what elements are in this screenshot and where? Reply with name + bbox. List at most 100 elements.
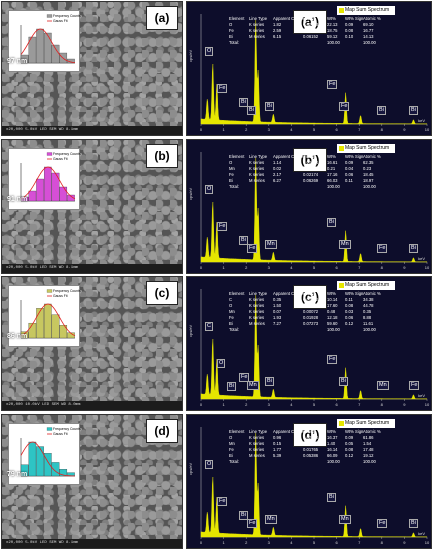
- peak-label: Mn: [265, 239, 277, 249]
- table-cell: 0.12: [345, 321, 354, 326]
- hist-bar: [59, 325, 68, 339]
- table-cell: 100.00: [363, 183, 376, 189]
- table-cell: 0.00072: [303, 309, 319, 314]
- x-tick-label: 5: [313, 265, 316, 270]
- table-row: Total: 100.00 100.00: [229, 459, 383, 465]
- table-cell: 0.03: [345, 309, 354, 314]
- table-cell: 18.97: [363, 177, 374, 183]
- x-tick-label: 4: [290, 540, 293, 545]
- table-cell: 0.00025: [303, 165, 319, 171]
- hist-bar: [20, 464, 29, 476]
- table-cell: 0.06269: [303, 177, 319, 183]
- x-tick-label: 4: [290, 127, 293, 132]
- table-cell: 18.75: [327, 28, 338, 33]
- panel-label: (b): [146, 143, 178, 168]
- panel-label: (b’): [293, 147, 327, 172]
- table-cell: 0.01928: [303, 315, 319, 320]
- table-row: Fe K series 2.59 0.02585 18.75 0.08 16.77: [229, 28, 383, 34]
- mean-size-label: 97 nm: [7, 58, 28, 65]
- table-cell: 0.02585: [303, 28, 319, 33]
- legend-label: Frequency Counts: [53, 14, 81, 18]
- table-cell: Total:: [229, 458, 240, 464]
- legend-swatch: [46, 289, 53, 293]
- header-cell: Element: [229, 291, 245, 296]
- table-cell: 8.88: [363, 315, 372, 320]
- table-cell: 7.27: [273, 321, 282, 326]
- x-tick-label: 0: [200, 402, 203, 407]
- header-cell: Apparent Concentration: [273, 291, 303, 296]
- x-tick-label: 0: [200, 127, 203, 132]
- table-cell: 100.00: [363, 458, 376, 464]
- table-cell: 16.14: [327, 446, 338, 452]
- x-tick-label: 5: [313, 540, 316, 545]
- table-cell: C: [229, 297, 233, 302]
- header-cell: Wt%: [327, 428, 336, 434]
- hist-bar: [28, 441, 37, 476]
- peak-label: Bi: [409, 518, 418, 528]
- x-tick-label: 7: [358, 265, 361, 270]
- table-cell: 0.96: [273, 434, 282, 440]
- peak-label: Fe: [327, 80, 338, 89]
- header-cell: Atomic %: [363, 291, 381, 296]
- table-cell: [303, 184, 327, 190]
- legend-label: Gauss Fit: [53, 432, 68, 436]
- table-cell: [273, 459, 303, 465]
- figure-row: x20,000 5.0kV LED SEM WD 8.1mm Frequency …: [0, 138, 433, 275]
- table-cell: 0.08: [345, 446, 354, 452]
- table-cell: 0.00384: [303, 159, 319, 165]
- x-tick-label: 9: [403, 540, 406, 545]
- sem-info-bar: x20,000 5.0kV LED SEM WD 8.1mm: [2, 263, 182, 273]
- header-cell: Element: [229, 153, 245, 159]
- table-cell: 0.06152: [303, 34, 319, 39]
- table-cell: 0.07273: [303, 321, 319, 326]
- quantification-table: Element Line Type Apparent Concentrationk …: [229, 154, 383, 190]
- peak-label: Fe: [247, 518, 258, 528]
- header-cell: Wt% Sigma: [345, 16, 363, 21]
- table-cell: 59.12: [327, 34, 338, 39]
- table-cell: [273, 327, 303, 333]
- table-cell: 44.78: [363, 303, 374, 308]
- hist-bar: [20, 331, 29, 339]
- figure-row: x20,000 5.0kV LED SEM WD 8.1mm Frequency …: [0, 413, 433, 550]
- peak-label: Mn: [339, 514, 351, 524]
- table-cell: 0.06: [345, 315, 354, 320]
- table-cell: 34.38: [363, 297, 374, 302]
- x-unit: keV: [418, 531, 425, 536]
- table-cell: 66.03: [327, 177, 338, 183]
- sem-info-bar: x20,000 5.0kV LED SEM WD 8.1mm: [2, 126, 182, 135]
- eds-spectrum: 0 1 2 3 4 5 6 7 8 9 10 keV cps/eV Map Sum Spectrum (d’…: [186, 413, 432, 549]
- x-tick-label: 8: [381, 402, 384, 407]
- header-cell: Line Type: [249, 291, 268, 296]
- table-row: Bi M series 6.15 0.06152 59.12 0.10 14.13: [229, 34, 383, 40]
- mean-size-label: 86 nm: [7, 333, 28, 340]
- sem-info-bar: x20,000 5.0kV LED SEM WD 8.1mm: [2, 538, 182, 548]
- table-cell: K series: [249, 303, 265, 308]
- table-row: Fe K series 2.17 0.02174 17.16 0.06 18.45: [229, 172, 383, 178]
- x-tick-label: 6: [335, 265, 338, 270]
- panel-label: (a’): [293, 10, 327, 34]
- table-cell: [345, 184, 363, 190]
- y-unit: cps/eV: [188, 462, 193, 475]
- header-cell: Line Type: [249, 153, 268, 159]
- table-cell: 0.09: [345, 159, 354, 165]
- table-cell: [303, 327, 327, 333]
- x-tick-label: 2: [245, 127, 248, 132]
- table-cell: K series: [249, 22, 265, 27]
- table-cell: 6.27: [273, 177, 282, 183]
- table-row: Mn K series 0.07 0.00072 0.48 0.03 0.35: [229, 309, 383, 315]
- hist-bar: [59, 468, 68, 476]
- table-cell: 0.35: [273, 297, 282, 302]
- table-cell: 0.05: [345, 440, 354, 446]
- header-cell: Wt%: [327, 291, 336, 296]
- table-cell: 6.15: [273, 34, 282, 39]
- peak-label: Bi: [239, 98, 248, 107]
- header-cell: Atomic %: [363, 428, 381, 434]
- legend-label: Gauss Fit: [53, 157, 68, 161]
- table-header: Element Line Type Apparent Concentrationk …: [229, 429, 383, 435]
- table-cell: [249, 184, 273, 190]
- hist-bar: [36, 308, 44, 339]
- spectrum-legend: Map Sum Spectrum: [337, 281, 395, 290]
- table-row: C K series 0.35 0.00352 10.14 0.11 34.38: [229, 297, 383, 303]
- peak-label: Mn: [377, 381, 389, 390]
